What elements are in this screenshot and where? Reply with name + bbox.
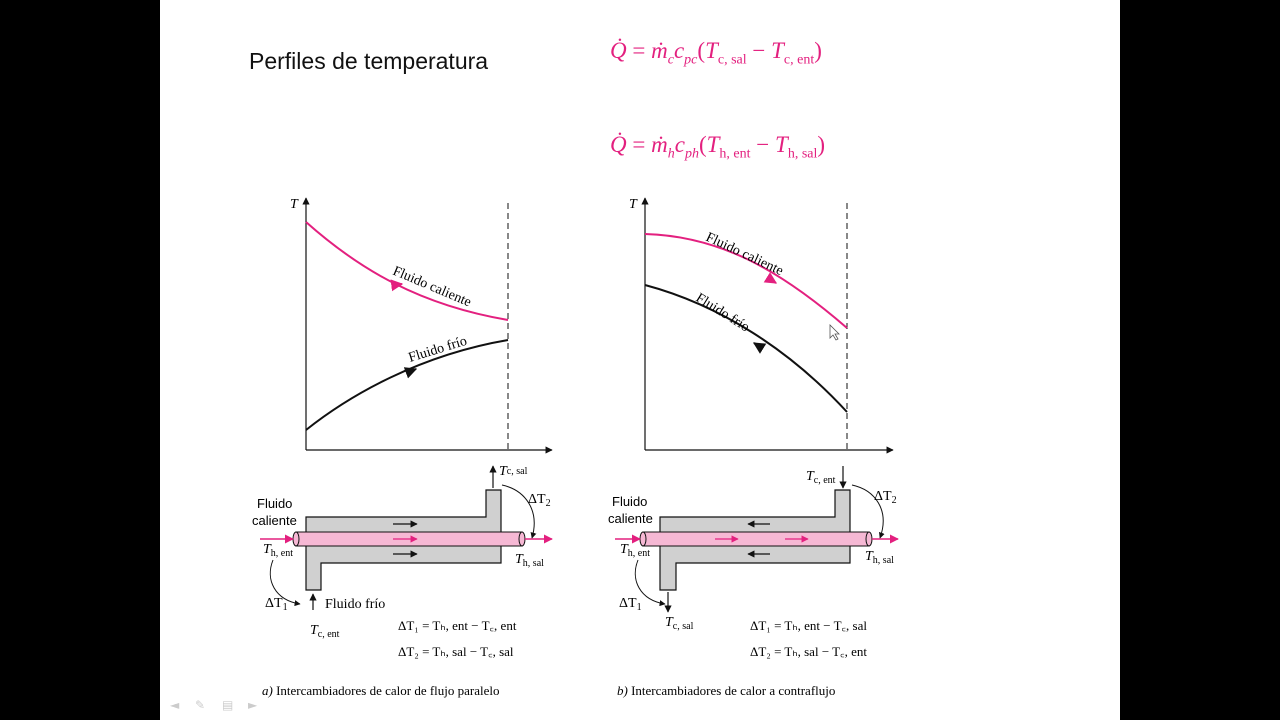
dt1-equation: ΔT₁ = Tₕ, ent − T꜀, ent [398,618,517,633]
cold-fluid-curve [305,339,509,431]
hot-fluid-inlet-label-2: caliente [608,511,653,526]
cold-flow-arrow [752,342,767,354]
tc-sal-label: Tc, sal [499,464,528,479]
parallel-flow-exchanger-sketch: Fluido caliente Th, ent Th, sal Tc, ent … [252,464,553,698]
hot-fluid-inlet-label-1: Fluido [257,496,292,511]
slide: Perfiles de temperatura Q̇ = ṁccpc(Tc, s… [160,0,1120,720]
counterflow-exchanger-sketch: Fluido caliente Th, ent Th, sal Tc, ent … [608,466,899,698]
dt2-label: ΔT2 [874,489,897,506]
t-axis-label: T [290,197,299,212]
hot-fluid-inlet-label-2: caliente [252,513,297,528]
th-ent-label: Th, ent [263,542,293,559]
dt2-equation: ΔT₂ = Tₕ, sal − T꜀, sal [398,644,514,659]
dt2-equation: ΔT₂ = Tₕ, sal − T꜀, ent [750,644,867,659]
menu-icon[interactable]: ▤ [222,698,234,712]
dt1-label: ΔT1 [619,596,642,613]
heat-rate-equation-hot: Q̇ = ṁhcph(Th, ent − Th, sal) [610,132,826,162]
th-sal-label: Th, sal [515,552,544,569]
forward-icon[interactable]: ► [248,698,258,712]
caption-a: a) Intercambiadores de calor de flujo pa… [262,683,500,698]
heat-exchanger-figure: T Fluido caliente Fluido frío Fluido c [252,197,899,698]
caption-b: b) Intercambiadores de calor a contraflu… [617,683,835,698]
cold-fluid-label: Fluido frío [693,291,752,336]
hot-flow-arrow [763,272,778,284]
counterflow-temperature-graph: T Fluido caliente Fluido frío [629,197,894,454]
hot-fluid-inlet-label-1: Fluido [612,494,647,509]
th-ent-label: Th, ent [620,542,650,559]
tc-sal-label: Tc, sal [665,615,694,632]
pen-icon[interactable]: ✎ [195,698,206,712]
hot-fluid-curve [644,233,848,329]
tc-ent-label: Tc, ent [806,469,836,486]
cold-fluid-inlet-label: Fluido frío [325,597,385,612]
dt1-equation: ΔT₁ = Tₕ, ent − T꜀, sal [750,618,867,633]
heat-rate-equation-cold: Q̇ = ṁccpc(Tc, sal − Tc, ent) [610,38,822,68]
t-axis-label: T [629,197,638,212]
slide-title: Perfiles de temperatura [249,48,489,74]
cold-fluid-label: Fluido frío [407,334,469,366]
th-sal-label: Th, sal [865,549,894,566]
hot-fluid-label: Fluido caliente [703,230,785,279]
mouse-cursor-icon [829,324,840,341]
cold-fluid-curve [644,284,848,413]
cold-flow-arrow [403,367,418,379]
tc-ent-label: Tc, ent [310,623,340,640]
parallel-flow-temperature-graph: T Fluido caliente Fluido frío [290,197,553,454]
tube [642,531,870,547]
dt2-label: ΔT2 [528,492,551,509]
back-icon[interactable]: ◄ [170,698,180,712]
hot-flow-arrow [390,279,404,292]
dt1-label: ΔT1 [265,596,288,613]
